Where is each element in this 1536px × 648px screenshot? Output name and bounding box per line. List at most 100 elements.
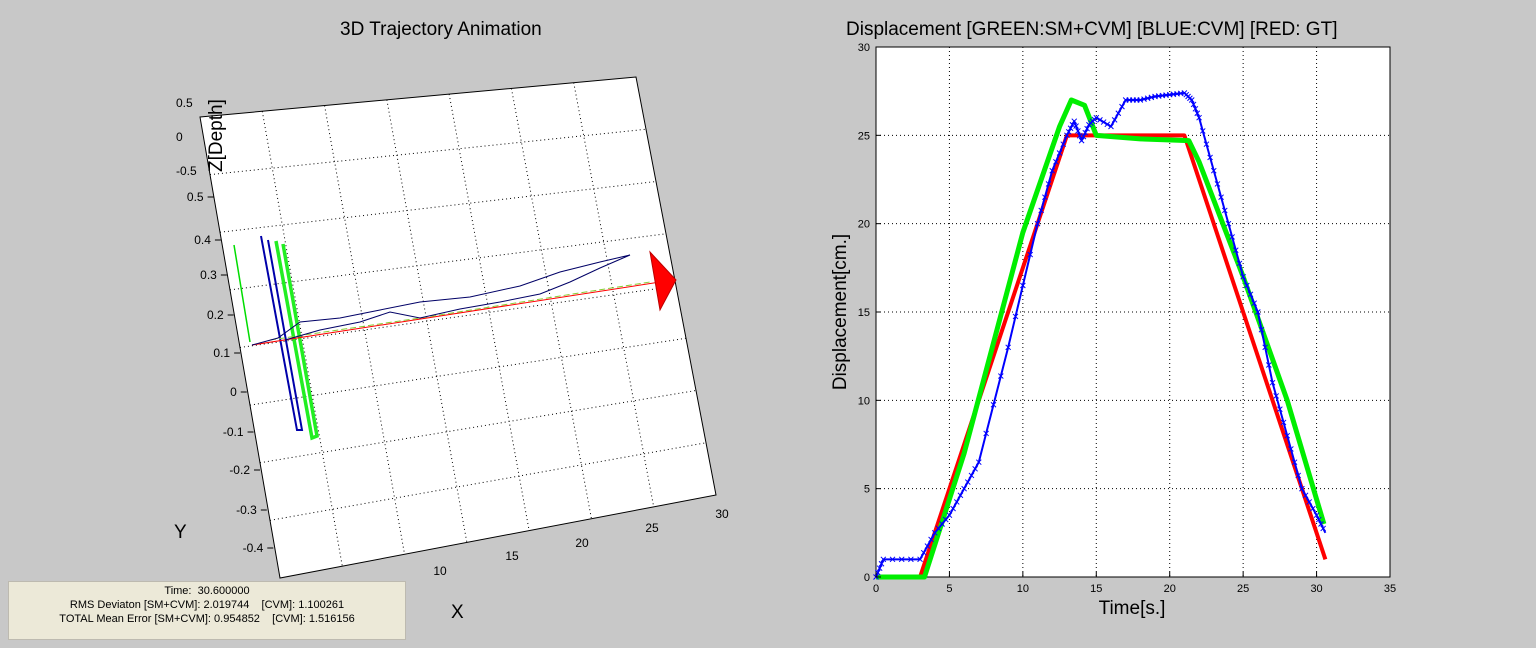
cvm-marker [1141, 96, 1147, 102]
rms-deviation-readout: RMS Deviaton [SM+CVM]: 2.019744 [CVM]: 1… [69, 599, 345, 611]
cvm-marker [1313, 512, 1320, 519]
total-mean-error-readout: TOTAL Mean Error [SM+CVM]: 0.954852 [CVM… [59, 613, 355, 625]
cvm-marker [1291, 459, 1298, 466]
cvm-marker [1152, 93, 1158, 100]
y-tick-label: 5 [864, 484, 870, 496]
cvm-marker [1247, 291, 1254, 298]
cvm-marker [1306, 499, 1313, 505]
cvm-marker [961, 485, 967, 492]
cvm-marker [1093, 114, 1100, 121]
x-tick-label: 35 [1384, 583, 1396, 595]
sm-cvm-trajectory [269, 281, 651, 341]
cvm-marker [997, 373, 1004, 379]
camera-direction-arrow-icon [649, 250, 677, 312]
cvm-marker [908, 556, 914, 563]
cvm-marker [1315, 516, 1322, 523]
cvm-marker [1302, 492, 1309, 499]
x-tick-label: 10 [433, 564, 447, 578]
3d-chart-title: 3D Trajectory Animation [340, 19, 542, 40]
cvm-marker [880, 556, 887, 563]
cvm-marker [1254, 309, 1261, 315]
cvm-marker [1104, 121, 1111, 128]
cvm-marker [942, 516, 949, 523]
cvm-marker [876, 565, 883, 572]
cvm-marker [1183, 91, 1190, 98]
cvm-marker [1265, 362, 1272, 368]
cvm-marker [1069, 121, 1076, 128]
cvm-marker [873, 574, 879, 580]
cvm-marker [1086, 121, 1092, 128]
cvm-marker [1034, 220, 1041, 227]
cvm-marker [1148, 94, 1155, 101]
cvm-marker [1108, 123, 1114, 130]
z-tick-label: 0 [176, 130, 183, 144]
cvm-marker [1187, 95, 1193, 102]
cvm-marker [1284, 432, 1291, 439]
cvm-marker [1084, 125, 1090, 132]
cvm-marker [1310, 505, 1316, 512]
cvm-marker [1133, 97, 1140, 103]
x-tick-label: 15 [505, 549, 519, 563]
cvm-marker [1122, 97, 1129, 103]
cvm-marker [1089, 118, 1096, 125]
cvm-trajectory-vertical [260, 235, 304, 431]
cvm-marker [1166, 91, 1173, 98]
z-tick-label: -0.5 [176, 164, 197, 178]
cvm-marker [924, 543, 931, 549]
cvm-marker [1126, 97, 1133, 103]
y-tick-label: 0.2 [207, 308, 224, 322]
x-tick-label: 0 [873, 583, 879, 595]
3d-trajectory-plot[interactable]: 0.5 0 -0.5 0.5 0.4 0.3 0.2 0.1 0 -0.1 -0.2 -0.3 -0.4… [0, 0, 760, 648]
cvm-marker [1115, 110, 1122, 117]
y-tick-label: -0.4 [243, 541, 264, 555]
cvm-marker [1262, 344, 1269, 351]
cvm-marker [1174, 90, 1180, 97]
cvm-marker [972, 465, 978, 472]
x-tick-label: 20 [575, 536, 589, 550]
cvm-marker [1318, 521, 1324, 527]
cvm-marker [1207, 154, 1213, 161]
cvm-marker [1199, 128, 1206, 134]
cvm-marker [931, 529, 938, 536]
cvm-marker [946, 512, 953, 519]
cvm-marker [1049, 167, 1056, 174]
z-axis-label: Z[Depth] [206, 99, 227, 172]
cvm-marker [1185, 93, 1191, 100]
cvm-marker [1280, 419, 1287, 426]
cvm-marker [975, 459, 982, 466]
cvm-marker [1181, 90, 1188, 96]
cvm-marker [898, 556, 905, 563]
cvm-marker [1119, 103, 1125, 110]
cvm-marker [1269, 379, 1276, 386]
grid-line [510, 88, 592, 519]
y-tick-label: 0.3 [200, 268, 217, 282]
cvm-marker [1045, 181, 1052, 187]
cvm-marker [1295, 472, 1302, 479]
cvm-marker [1078, 137, 1085, 144]
cvm-marker [1299, 485, 1305, 492]
cvm-marker [1027, 251, 1034, 258]
cvm-marker [1071, 118, 1078, 125]
cvm-marker [964, 479, 971, 485]
x-axis-label: X [451, 602, 464, 623]
cvm-marker [889, 556, 896, 563]
cvm-marker [1053, 158, 1059, 165]
cvm-marker [1005, 344, 1012, 351]
cvm-marker [1190, 101, 1197, 108]
cvm-marker [1155, 93, 1162, 99]
time-axis-label: Time[s.] [1099, 598, 1166, 619]
grid-line [386, 99, 468, 543]
cvm-marker [1277, 406, 1283, 413]
cvm-marker [1203, 141, 1210, 148]
cvm-marker [1080, 133, 1087, 140]
grid-line [239, 285, 677, 348]
cvm-marker [1137, 97, 1144, 103]
x-tick-label: 30 [715, 507, 729, 521]
x-tick-label: 25 [1237, 583, 1249, 595]
cvm-marker [1042, 194, 1048, 201]
cvm-marker [878, 560, 885, 567]
cvm-marker [935, 525, 942, 532]
cvm-marker [1194, 110, 1201, 117]
z-tick-label: 0.5 [176, 96, 193, 110]
cvm-marker [917, 556, 923, 563]
